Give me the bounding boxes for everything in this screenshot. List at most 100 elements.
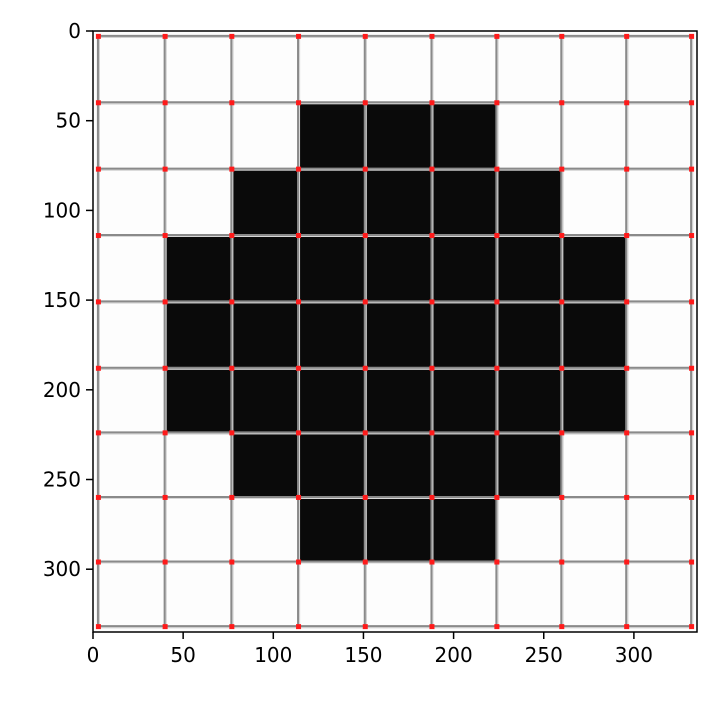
- intersection-marker: [624, 166, 630, 172]
- filled-cell: [561, 368, 627, 433]
- empty-cell: [561, 102, 627, 170]
- y-tick-label: 200: [43, 378, 81, 402]
- intersection-marker: [362, 494, 368, 500]
- x-tick-label: 250: [525, 643, 563, 667]
- marker-layer: [95, 33, 695, 630]
- empty-cell: [165, 102, 232, 170]
- empty-cell: [98, 368, 166, 433]
- intersection-marker: [229, 33, 235, 39]
- filled-cell: [365, 368, 432, 433]
- filled-cell: [298, 102, 366, 170]
- empty-cell: [231, 102, 299, 170]
- intersection-marker: [162, 494, 168, 500]
- filled-cell: [165, 301, 232, 369]
- filled-cell: [431, 102, 497, 170]
- empty-cell: [626, 36, 692, 103]
- filled-cell: [431, 368, 497, 433]
- empty-cell: [561, 36, 627, 103]
- intersection-marker: [559, 559, 565, 565]
- filled-cell: [496, 368, 562, 433]
- intersection-marker: [429, 365, 435, 371]
- intersection-marker: [624, 233, 630, 239]
- intersection-marker: [362, 365, 368, 371]
- intersection-marker: [296, 365, 302, 371]
- y-tick-label: 250: [43, 468, 81, 492]
- x-axis: 0 50 100 150 200 250 300: [87, 632, 653, 667]
- intersection-marker: [429, 624, 435, 630]
- empty-cell: [626, 368, 692, 433]
- intersection-marker: [494, 430, 500, 436]
- intersection-marker: [362, 430, 368, 436]
- axes-frame: [92, 30, 698, 633]
- intersection-marker: [296, 430, 302, 436]
- empty-cell: [561, 562, 627, 627]
- empty-cell: [98, 497, 166, 563]
- empty-cell: [98, 432, 166, 498]
- intersection-marker: [624, 299, 630, 305]
- intersection-marker: [494, 233, 500, 239]
- intersection-marker: [95, 365, 101, 371]
- intersection-marker: [95, 494, 101, 500]
- empty-cell: [496, 36, 562, 103]
- empty-cell: [98, 169, 166, 236]
- y-axis: 0 50 100 150 200 250 300: [43, 19, 93, 581]
- intersection-marker: [494, 166, 500, 172]
- empty-cell: [165, 432, 232, 498]
- empty-cell: [98, 235, 166, 302]
- y-tick-label: 150: [43, 288, 81, 312]
- intersection-marker: [229, 365, 235, 371]
- filled-cell: [365, 169, 432, 236]
- filled-cell: [231, 235, 299, 302]
- x-tick-label: 300: [615, 643, 653, 667]
- intersection-marker: [559, 430, 565, 436]
- intersection-marker: [362, 299, 368, 305]
- intersection-marker: [229, 299, 235, 305]
- intersection-marker: [494, 559, 500, 565]
- filled-cell: [365, 432, 432, 498]
- intersection-marker: [689, 559, 695, 565]
- filled-cell: [431, 169, 497, 236]
- intersection-marker: [162, 624, 168, 630]
- empty-cell: [165, 169, 232, 236]
- intersection-marker: [429, 430, 435, 436]
- intersection-marker: [95, 166, 101, 172]
- y-tick-label: 50: [56, 109, 81, 133]
- filled-cell: [496, 432, 562, 498]
- filled-cell: [298, 432, 366, 498]
- intersection-marker: [362, 559, 368, 565]
- empty-cell: [626, 169, 692, 236]
- intersection-marker: [296, 33, 302, 39]
- filled-cell: [365, 497, 432, 563]
- intersection-marker: [362, 33, 368, 39]
- empty-cell: [231, 36, 299, 103]
- intersection-marker: [429, 559, 435, 565]
- empty-cell: [561, 432, 627, 498]
- empty-cell: [365, 562, 432, 627]
- filled-cell: [298, 235, 366, 302]
- intersection-marker: [162, 559, 168, 565]
- filled-cell: [231, 432, 299, 498]
- empty-cell: [626, 235, 692, 302]
- empty-cell: [626, 301, 692, 369]
- intersection-marker: [559, 33, 565, 39]
- intersection-marker: [689, 166, 695, 172]
- filled-cell: [496, 169, 562, 236]
- empty-cell: [98, 36, 166, 103]
- intersection-marker: [162, 365, 168, 371]
- empty-cell: [298, 36, 366, 103]
- intersection-marker: [689, 33, 695, 39]
- empty-cell: [496, 562, 562, 627]
- filled-cell: [165, 235, 232, 302]
- intersection-marker: [494, 365, 500, 371]
- intersection-marker: [296, 100, 302, 106]
- intersection-marker: [689, 299, 695, 305]
- grid-layer: [96, 34, 694, 629]
- intersection-marker: [296, 166, 302, 172]
- x-tick-label: 100: [254, 643, 292, 667]
- intersection-marker: [162, 233, 168, 239]
- intersection-marker: [624, 559, 630, 565]
- intersection-marker: [624, 624, 630, 630]
- intersection-marker: [559, 100, 565, 106]
- filled-cell: [298, 169, 366, 236]
- intersection-marker: [229, 559, 235, 565]
